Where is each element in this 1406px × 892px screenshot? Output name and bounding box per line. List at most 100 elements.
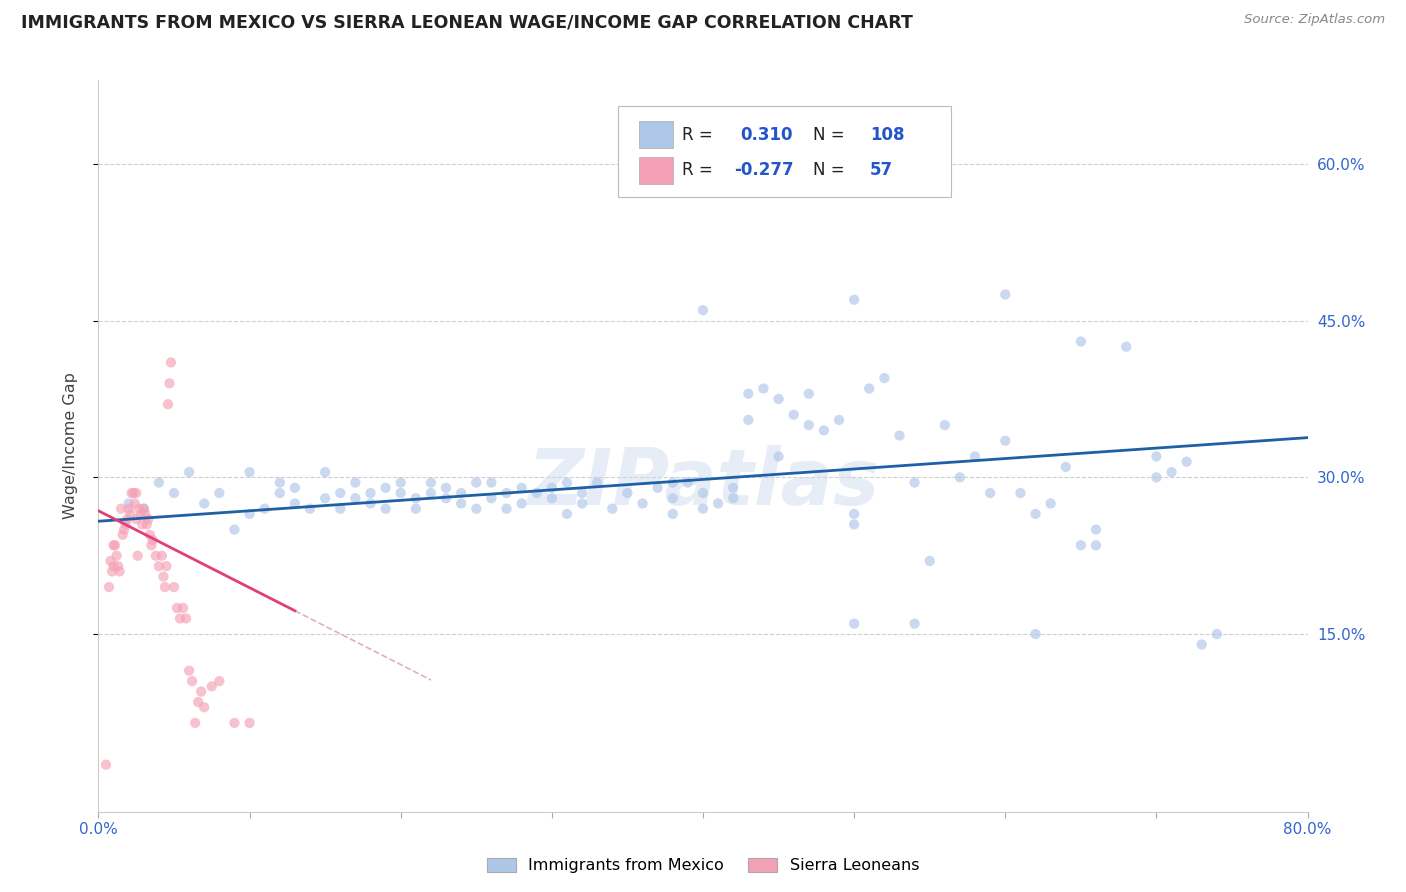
- Text: ZIPatlas: ZIPatlas: [527, 444, 879, 521]
- Point: [797, 386, 820, 401]
- Text: -0.277: -0.277: [734, 161, 794, 179]
- Text: IMMIGRANTS FROM MEXICO VS SIERRA LEONEAN WAGE/INCOME GAP CORRELATION CHART: IMMIGRANTS FROM MEXICO VS SIERRA LEONEAN…: [21, 13, 912, 31]
- Point: [965, 450, 987, 464]
- Point: [602, 501, 624, 516]
- Point: [828, 413, 851, 427]
- Point: [1070, 538, 1092, 552]
- Point: [571, 496, 593, 510]
- Point: [647, 481, 669, 495]
- Point: [616, 486, 638, 500]
- Point: [1085, 538, 1108, 552]
- Point: [94, 757, 117, 772]
- Point: [153, 580, 176, 594]
- Text: N =: N =: [813, 126, 849, 144]
- Point: [125, 512, 148, 526]
- Point: [103, 559, 125, 574]
- Point: [111, 528, 134, 542]
- Point: [374, 481, 396, 495]
- Point: [269, 475, 291, 490]
- Point: [813, 423, 835, 437]
- Point: [1115, 340, 1137, 354]
- Point: [434, 491, 457, 506]
- Point: [181, 674, 204, 689]
- Point: [934, 418, 956, 433]
- Point: [510, 481, 533, 495]
- Point: [284, 496, 307, 510]
- Point: [1191, 638, 1213, 652]
- Point: [692, 501, 714, 516]
- Point: [1160, 465, 1182, 479]
- Point: [329, 501, 352, 516]
- Point: [152, 569, 174, 583]
- Point: [148, 559, 170, 574]
- Point: [420, 475, 443, 490]
- Point: [465, 475, 488, 490]
- Point: [122, 486, 145, 500]
- Point: [737, 413, 759, 427]
- Point: [858, 382, 880, 396]
- Text: R =: R =: [682, 126, 718, 144]
- Point: [540, 481, 562, 495]
- Point: [344, 491, 367, 506]
- Point: [904, 616, 927, 631]
- Point: [184, 715, 207, 730]
- Point: [844, 507, 866, 521]
- Point: [253, 501, 276, 516]
- Point: [131, 517, 153, 532]
- Point: [889, 428, 911, 442]
- Point: [142, 533, 165, 547]
- Point: [768, 450, 790, 464]
- Point: [174, 611, 197, 625]
- Text: 108: 108: [870, 126, 904, 144]
- Point: [135, 517, 157, 532]
- Point: [495, 486, 517, 500]
- Point: [239, 715, 262, 730]
- Point: [450, 486, 472, 500]
- Point: [661, 475, 683, 490]
- Point: [129, 507, 152, 521]
- FancyBboxPatch shape: [619, 106, 950, 197]
- Text: Source: ZipAtlas.com: Source: ZipAtlas.com: [1244, 13, 1385, 27]
- Point: [239, 465, 262, 479]
- Point: [1010, 486, 1032, 500]
- Point: [434, 481, 457, 495]
- Point: [723, 481, 745, 495]
- Point: [160, 355, 183, 369]
- Point: [904, 475, 927, 490]
- Point: [481, 475, 503, 490]
- Point: [1054, 459, 1077, 474]
- Point: [208, 486, 231, 500]
- Point: [420, 486, 443, 500]
- Point: [661, 491, 683, 506]
- Point: [115, 512, 138, 526]
- Point: [239, 507, 262, 521]
- Point: [526, 486, 548, 500]
- Point: [105, 549, 128, 563]
- Point: [707, 496, 730, 510]
- Point: [571, 486, 593, 500]
- Point: [918, 554, 941, 568]
- Bar: [638, 157, 673, 184]
- Point: [100, 554, 122, 568]
- Point: [103, 538, 125, 552]
- Point: [994, 287, 1017, 301]
- Point: [723, 491, 745, 506]
- Point: [1175, 455, 1198, 469]
- Point: [586, 475, 609, 490]
- Point: [873, 371, 896, 385]
- Point: [163, 486, 186, 500]
- Point: [374, 501, 396, 516]
- Point: [405, 501, 427, 516]
- Point: [481, 491, 503, 506]
- Point: [120, 507, 142, 521]
- Point: [118, 501, 141, 516]
- Point: [104, 538, 127, 552]
- Point: [692, 486, 714, 500]
- Point: [179, 465, 201, 479]
- Point: [1206, 627, 1229, 641]
- Point: [1144, 470, 1167, 484]
- Point: [201, 679, 224, 693]
- Point: [132, 501, 155, 516]
- Point: [114, 517, 136, 532]
- Point: [314, 465, 336, 479]
